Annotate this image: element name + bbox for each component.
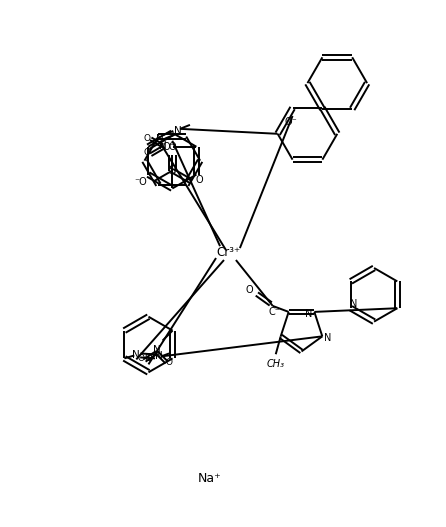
Text: O⁻: O⁻	[163, 142, 176, 152]
Text: N: N	[305, 309, 312, 319]
Text: N: N	[156, 134, 164, 144]
Text: O: O	[143, 134, 150, 143]
Text: O: O	[165, 358, 172, 367]
Text: N: N	[350, 299, 358, 309]
Text: N: N	[153, 346, 161, 355]
Text: ⁻O: ⁻O	[135, 177, 148, 187]
Text: N: N	[324, 334, 332, 343]
Text: O⁻: O⁻	[284, 117, 297, 127]
Text: Na⁺: Na⁺	[198, 472, 222, 485]
Text: S: S	[169, 164, 176, 177]
Text: N: N	[155, 352, 163, 362]
Text: N: N	[174, 126, 182, 136]
Text: O: O	[143, 148, 150, 157]
Text: O: O	[169, 142, 176, 152]
Text: Cr³⁺: Cr³⁺	[216, 246, 240, 259]
Text: N: N	[132, 350, 140, 360]
Text: O: O	[245, 285, 253, 295]
Text: C⁻: C⁻	[269, 307, 281, 317]
Text: CH₃: CH₃	[267, 359, 285, 369]
Text: N: N	[159, 141, 166, 151]
Text: O⁻: O⁻	[144, 354, 157, 364]
Text: O: O	[137, 354, 144, 363]
Text: O: O	[195, 174, 203, 184]
